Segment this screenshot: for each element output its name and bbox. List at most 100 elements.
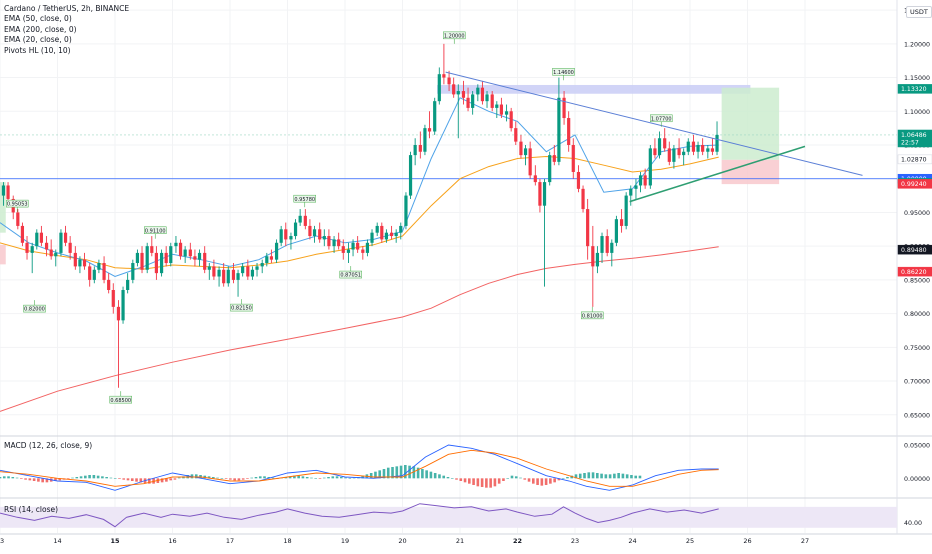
macd-histogram-bar <box>96 475 100 479</box>
candle-body <box>476 87 480 95</box>
candle <box>255 263 259 277</box>
candle <box>188 242 192 260</box>
candle-body <box>121 290 125 321</box>
candle <box>614 215 618 247</box>
candle-body <box>471 94 475 108</box>
candle <box>394 229 398 243</box>
candle-body <box>408 155 413 196</box>
candle-body <box>437 74 441 102</box>
candle <box>581 185 585 213</box>
macd-histogram-bar <box>544 478 548 485</box>
candle <box>1 182 6 206</box>
time-tick-label: 18 <box>283 537 291 545</box>
candle <box>706 145 710 159</box>
symbol-title[interactable]: Cardano / TetherUS, 2h, BINANCE <box>4 4 130 13</box>
time-tick-label: 14 <box>53 537 61 545</box>
time-tick-label: 17 <box>226 537 234 545</box>
macd-histogram-bar <box>374 471 377 479</box>
pivot-label-box <box>581 311 604 320</box>
macd-histogram-bar <box>267 477 271 479</box>
candle-body <box>164 252 168 264</box>
candle-body <box>701 145 705 152</box>
macd-histogram-bar <box>173 478 177 480</box>
macd-histogram-bar <box>480 478 484 487</box>
candle-body <box>116 306 121 321</box>
time-tick-label: 16 <box>168 537 176 545</box>
pivots-legend[interactable]: Pivots HL (10, 10) <box>4 45 71 55</box>
candle <box>586 198 590 260</box>
candle <box>231 263 236 284</box>
macd-histogram-bar <box>148 478 151 484</box>
candle <box>533 165 537 186</box>
macd-histogram-bar <box>113 478 117 479</box>
candle-body <box>614 219 618 243</box>
price-badge <box>897 266 932 277</box>
ema20-legend[interactable]: EMA (20, close, 0) <box>4 35 72 45</box>
candle <box>485 91 489 108</box>
macd-histogram-bar <box>331 476 335 479</box>
candle-body <box>456 91 460 95</box>
time-tick-label: 19 <box>341 537 349 545</box>
macd-histogram-bar <box>506 478 510 479</box>
macd-histogram-bar <box>45 478 49 483</box>
macd-histogram-bar <box>139 478 143 483</box>
macd-histogram-bar <box>207 476 211 479</box>
macd-histogram-bar <box>250 477 254 479</box>
candle-body <box>533 175 537 183</box>
macd-histogram-bar <box>468 478 471 484</box>
macd-histogram-bar <box>11 477 15 479</box>
currency-button[interactable]: USDT <box>906 6 932 18</box>
macd-histogram-bar <box>109 477 113 479</box>
candle <box>183 246 187 264</box>
candle-body <box>380 225 384 240</box>
ema200-legend[interactable]: EMA (200, close, 0) <box>4 24 77 34</box>
rsi-tick-label: 40.00 <box>904 520 922 527</box>
macd-histogram-bar <box>489 478 492 488</box>
macd-legend[interactable]: MACD (12, 26, close, 9) <box>4 441 93 450</box>
candle <box>212 259 216 280</box>
candle <box>384 229 388 243</box>
candle <box>107 273 111 294</box>
macd-histogram-bar <box>32 478 36 481</box>
macd-histogram-bar <box>502 478 505 481</box>
candle-body <box>217 269 221 277</box>
macd-histogram-bar <box>514 476 518 479</box>
candle-body <box>255 266 259 270</box>
candle-body <box>212 266 216 277</box>
macd-histogram-bar <box>28 478 32 481</box>
ema50-legend[interactable]: EMA (50, close, 0) <box>4 14 72 24</box>
macd-histogram-bar <box>92 475 96 479</box>
candle <box>241 263 245 277</box>
candle <box>456 84 460 139</box>
candle-body <box>222 269 226 284</box>
macd-histogram-bar <box>532 478 535 484</box>
candle <box>236 269 240 297</box>
macd-histogram-bar <box>327 477 330 479</box>
macd-histogram-bar <box>450 478 454 479</box>
rsi-legend[interactable]: RSI (14, close) <box>4 505 59 514</box>
candle-body <box>399 225 403 233</box>
candle <box>423 124 427 156</box>
pivot-label: 0.95780 <box>294 197 315 203</box>
candle-body <box>140 252 144 270</box>
macd-histogram-bar <box>105 477 108 479</box>
macd-histogram-bar <box>561 478 565 479</box>
macd-histogram-bar <box>58 478 62 481</box>
pivot-label: 1.07700 <box>651 116 672 122</box>
candle <box>471 91 475 115</box>
candle <box>78 256 82 274</box>
candle-body <box>706 148 710 152</box>
candle <box>39 225 43 247</box>
macd-histogram-bar <box>220 478 224 479</box>
candle <box>332 236 336 253</box>
candle-body <box>203 252 207 270</box>
candle <box>557 77 561 166</box>
candle <box>490 91 494 112</box>
macd-histogram-bar <box>54 478 57 481</box>
macd-histogram-bar <box>88 475 91 479</box>
candle-body <box>384 232 388 240</box>
price-tick-label: 1.10000 <box>904 109 930 116</box>
candle <box>672 145 676 169</box>
candle <box>461 80 466 105</box>
